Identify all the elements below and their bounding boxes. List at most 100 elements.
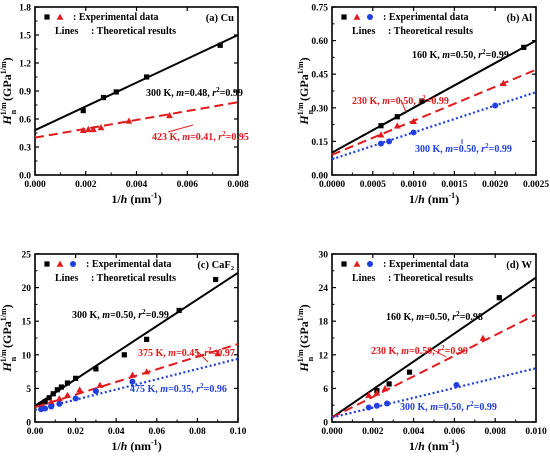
x-tick-label: 0.0005 xyxy=(360,180,386,190)
data-point xyxy=(129,378,136,385)
y-tick-label: 0.6 xyxy=(19,116,31,126)
legend-marker xyxy=(44,261,50,267)
legend-marker xyxy=(353,13,361,20)
x-tick-label: 0.006 xyxy=(177,180,199,190)
data-point xyxy=(42,399,48,405)
y-tick-label: 0.30 xyxy=(311,104,328,114)
data-point xyxy=(377,131,385,138)
chart-panel-4: 0.000 0.002 0.004 0.006 0.008 0.010 0 6 12 18 24 30… xyxy=(296,251,547,454)
fit-line xyxy=(34,34,239,132)
fit-annotation: 300 K, m=0.50, r2=0.99 xyxy=(72,308,169,321)
y-tick-label: 1.2 xyxy=(19,60,31,70)
data-point xyxy=(214,350,222,357)
x-tick-label: 0.0025 xyxy=(523,180,549,190)
data-point xyxy=(56,400,63,407)
legend-lines-word: Lines xyxy=(352,26,375,37)
y-tick-label: 0.0 xyxy=(19,172,31,182)
y-tick-label: 0.60 xyxy=(311,37,328,47)
fit-line xyxy=(331,276,537,419)
x-tick-label: 0.0000 xyxy=(319,180,345,190)
fit-annotation: 160 K, m=0.50, r2=0.98 xyxy=(386,310,483,323)
x-tick-label: 0.008 xyxy=(485,427,507,437)
annotation-arrow xyxy=(400,99,407,113)
y-tick-label: 5 xyxy=(26,385,31,395)
y-axis-label: H1/mn (GPa1/m) xyxy=(0,57,18,125)
legend-experimental: : Experimental data xyxy=(86,259,172,270)
data-point xyxy=(113,89,119,95)
x-tick-label: 0.00 xyxy=(27,427,44,437)
x-axis-label: 1/h (nm-1) xyxy=(111,438,161,453)
series-160k: 160 K, m=0.50, r2=0.98 xyxy=(331,276,537,419)
legend-lines-word: Lines xyxy=(352,273,375,284)
y-tick-label: 24 xyxy=(319,284,329,294)
data-point xyxy=(492,102,499,109)
legend-experimental: : Experimental data xyxy=(383,259,469,270)
data-point xyxy=(58,384,64,390)
data-point xyxy=(377,140,384,147)
series-300k: 300 K, m=0.50, r2=0.99 xyxy=(331,91,537,161)
legend-theoretical: : Theoretical results xyxy=(91,26,176,37)
data-point xyxy=(79,126,87,133)
data-point xyxy=(378,123,384,129)
x-tick-label: 0.0020 xyxy=(482,180,508,190)
data-point xyxy=(97,124,105,131)
data-point xyxy=(499,79,507,86)
data-point xyxy=(64,380,71,386)
data-point xyxy=(381,385,389,392)
data-point xyxy=(84,125,92,133)
x-tick-label: 0.000 xyxy=(321,427,343,437)
fit-annotation: 475 K, m=0.35, r2=0.96 xyxy=(130,382,227,395)
data-point xyxy=(176,307,182,314)
panel-label: (b) Al xyxy=(507,13,532,24)
y-tick-label: 20 xyxy=(22,284,32,294)
data-point xyxy=(73,375,79,381)
x-tick-label: 0.02 xyxy=(67,427,84,437)
x-tick-label: 0.002 xyxy=(362,427,384,437)
data-point xyxy=(48,403,55,410)
x-tick-label: 0.0015 xyxy=(441,180,467,190)
data-point xyxy=(93,366,99,372)
y-tick-label: 12 xyxy=(319,351,329,361)
y-tick-label: 0.45 xyxy=(311,71,328,81)
data-point xyxy=(365,404,372,411)
legend: : Experimental data Lines: Theoretical re… xyxy=(44,259,176,284)
chart-panel-3: 0.00 0.02 0.04 0.06 0.08 0.10 0 5 10 15 20 25 1/h (n… xyxy=(0,251,247,454)
legend-theoretical: : Theoretical results xyxy=(388,273,473,284)
y-tick-label: 0.3 xyxy=(19,144,31,154)
data-point xyxy=(406,369,413,375)
data-point xyxy=(217,42,223,48)
series-375k: 375 K, m=0.45, r2=0.97 xyxy=(34,343,239,409)
data-point xyxy=(453,382,460,389)
legend-marker xyxy=(70,261,76,267)
legend: : Experimental data Lines: Theoretical re… xyxy=(44,12,176,37)
data-point xyxy=(55,395,63,402)
y-tick-label: 18 xyxy=(319,318,329,328)
x-tick-label: 0.000 xyxy=(24,180,46,190)
series-230k: 230 K, m=0.50, r2=0.99 xyxy=(331,313,537,419)
legend-theoretical: : Theoretical results xyxy=(91,273,176,284)
series-423k: 423 K, m=0.41, r2=0.95 xyxy=(34,101,249,143)
x-tick-label: 0.004 xyxy=(126,180,148,190)
x-tick-label: 0.08 xyxy=(189,427,206,437)
data-point xyxy=(496,295,502,301)
y-tick-label: 10 xyxy=(22,351,32,361)
data-point xyxy=(144,74,150,80)
y-tick-label: 0 xyxy=(323,419,328,429)
data-point xyxy=(50,391,56,397)
y-tick-label: 0.9 xyxy=(19,88,31,98)
x-tick-label: 0.10 xyxy=(230,427,247,437)
data-point xyxy=(54,387,60,393)
data-point xyxy=(76,386,84,393)
fit-line xyxy=(331,39,537,154)
fit-annotation: 300 K, m=0.50, r2=0.99 xyxy=(400,400,497,413)
x-axis-label: 1/h (nm-1) xyxy=(111,191,161,206)
data-point xyxy=(479,334,487,341)
fit-annotation: 375 K, m=0.45, r2=0.97 xyxy=(138,346,235,359)
legend-marker xyxy=(341,261,347,267)
legend-lines-word: Lines xyxy=(55,26,78,37)
fit-line xyxy=(331,367,537,419)
fit-line xyxy=(331,68,537,156)
data-point xyxy=(42,405,49,412)
data-point xyxy=(393,122,401,129)
